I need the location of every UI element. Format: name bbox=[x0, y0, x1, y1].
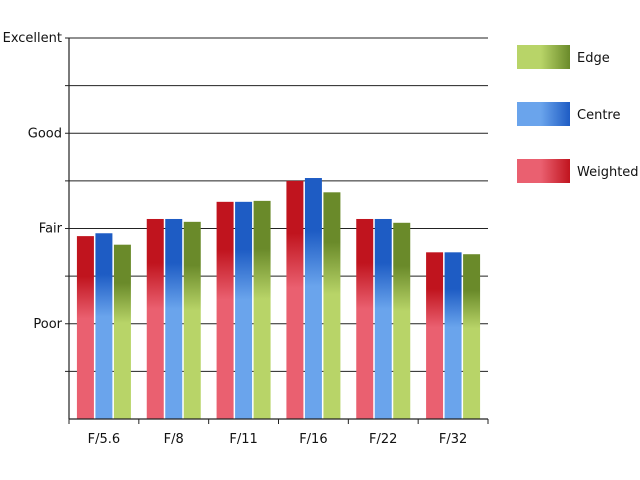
y-tick-label: Good bbox=[28, 126, 62, 141]
x-tick-label: F/11 bbox=[229, 432, 257, 447]
legend-label-edge: Edge bbox=[577, 51, 610, 66]
grid-layer bbox=[65, 37, 488, 372]
bar-centre-f32 bbox=[444, 252, 462, 419]
bar-centre-f8 bbox=[165, 218, 183, 419]
bar-edge-f8 bbox=[183, 221, 201, 419]
legend-swatch-centre bbox=[517, 102, 570, 126]
x-tick-label: F/16 bbox=[299, 432, 327, 447]
y-tick-label: Poor bbox=[33, 317, 62, 332]
x-tick-label: F/5.6 bbox=[88, 432, 121, 447]
bar-weighted-f56 bbox=[76, 236, 94, 419]
legend-swatch-weighted bbox=[517, 159, 570, 183]
legend-swatch-edge bbox=[517, 45, 570, 69]
legend: Edge Centre Weighted bbox=[517, 45, 639, 183]
bar-weighted-f22 bbox=[356, 218, 374, 419]
y-tick-label: Fair bbox=[39, 222, 63, 237]
bar-edge-f32 bbox=[463, 254, 481, 419]
bar-weighted-f8 bbox=[146, 218, 164, 419]
bar-centre-f56 bbox=[95, 233, 113, 419]
bar-edge-f56 bbox=[113, 244, 131, 419]
bar-centre-f16 bbox=[304, 178, 322, 419]
bar-weighted-f32 bbox=[426, 252, 444, 419]
legend-label-weighted: Weighted bbox=[577, 165, 639, 180]
legend-label-centre: Centre bbox=[577, 108, 620, 123]
y-tick-label: Excellent bbox=[3, 31, 62, 46]
x-tick-label: F/8 bbox=[164, 432, 184, 447]
x-tick-label: F/32 bbox=[439, 432, 467, 447]
bar-edge-f22 bbox=[393, 222, 411, 419]
bar-weighted-f16 bbox=[286, 180, 304, 419]
bar-edge-f16 bbox=[323, 192, 341, 419]
bar-layer bbox=[76, 178, 481, 419]
bar-weighted-f11 bbox=[216, 201, 234, 419]
bar-centre-f11 bbox=[235, 201, 253, 419]
bar-centre-f22 bbox=[374, 218, 392, 419]
bar-edge-f11 bbox=[253, 200, 271, 419]
axis-layer: Poor Fair Good Excellent F/5.6 F/8 F/11 F/16 F/2… bbox=[3, 31, 489, 447]
x-tick-label: F/22 bbox=[369, 432, 397, 447]
